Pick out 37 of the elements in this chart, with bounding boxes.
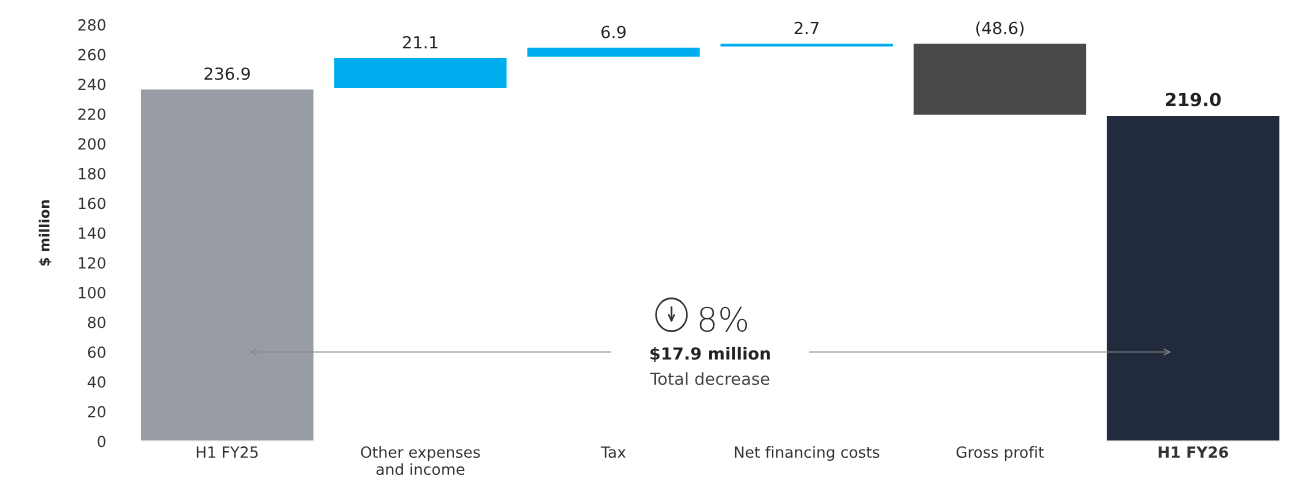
data-label: (48.6): [976, 21, 1024, 37]
data-label: 219.0: [1165, 92, 1221, 107]
y-tick-label: 40: [87, 376, 106, 388]
x-tick-label: H1 FY25: [196, 446, 258, 458]
y-tick-label: 180: [78, 167, 106, 180]
y-tick-label: 240: [78, 78, 106, 91]
data-label: 2.7: [794, 21, 819, 35]
data-label: 21.1: [403, 35, 438, 49]
y-tick-label: 100: [78, 286, 106, 299]
y-tick-label: 200: [78, 138, 106, 150]
bar: [912, 42, 1088, 117]
y-tick-label: 60: [88, 346, 106, 358]
y-tick-label: 0: [97, 435, 106, 448]
data-label: 236.9: [204, 67, 250, 80]
annotation: Total decrease: [650, 372, 770, 386]
y-tick-label: 120: [78, 257, 106, 269]
x-tick-label: H1 FY26: [1158, 446, 1229, 458]
bar: [139, 88, 315, 442]
y-tick-label: 80: [88, 316, 106, 329]
x-tick-label: Net financing costs: [734, 446, 880, 461]
annotation: 8%: [699, 306, 747, 332]
y-tick-label: 140: [78, 227, 106, 239]
x-tick-label: Tax: [600, 446, 626, 458]
x-tick-label: Gross profit: [956, 446, 1044, 461]
y-tick-label: 280: [78, 19, 106, 31]
bar: [332, 56, 508, 90]
y-tick-label: 20: [88, 405, 106, 418]
bar: [1105, 114, 1281, 442]
y-tick-label: 160: [78, 197, 106, 210]
y-axis-title: $ million: [38, 200, 52, 266]
bar: [525, 46, 702, 59]
x-tick-label: Other expenses and income: [360, 446, 480, 476]
y-tick-label: 260: [78, 48, 106, 61]
data-label: 6.9: [601, 25, 626, 39]
annotation: $17.9 million: [650, 346, 770, 362]
y-tick-label: 220: [78, 108, 106, 120]
bar: [719, 42, 895, 48]
